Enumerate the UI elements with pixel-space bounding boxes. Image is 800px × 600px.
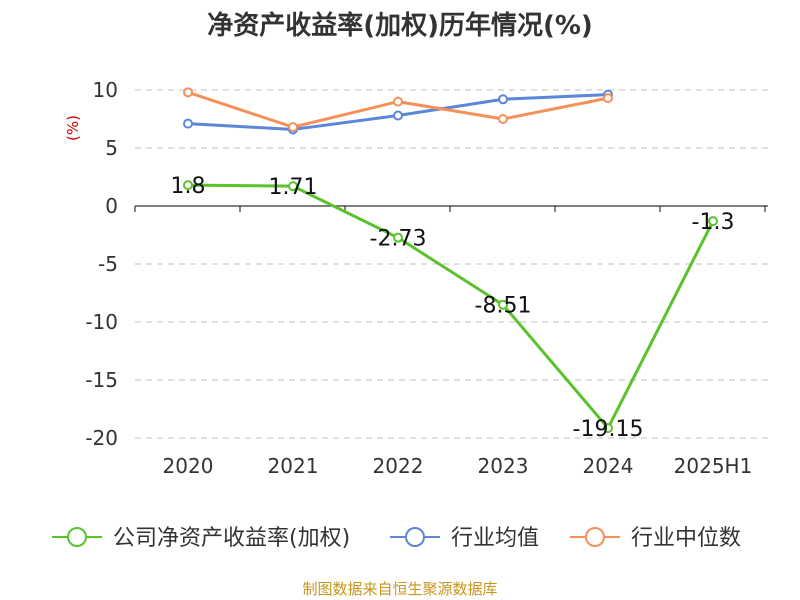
legend-marker xyxy=(67,527,87,547)
data-label: -19.15 xyxy=(573,417,644,442)
data-label: 1.71 xyxy=(269,175,318,200)
legend-label: 行业均值 xyxy=(451,526,539,551)
data-labels: 1.8 1.71 -2.73 -8.51 -19.15 -1.3 xyxy=(171,174,735,442)
x-tick-labels: 2020 2021 2022 2023 2024 2025H1 xyxy=(163,454,753,478)
x-tick-label: 2022 xyxy=(373,454,424,478)
data-point xyxy=(708,216,718,227)
data-point xyxy=(183,118,193,129)
data-point xyxy=(183,87,193,98)
data-point xyxy=(288,122,298,133)
chart-title: 净资产收益率(加权)历年情况(%) xyxy=(207,10,593,41)
y-tick-label: 5 xyxy=(105,136,118,160)
data-point xyxy=(603,93,613,104)
data-point xyxy=(498,114,508,124)
data-label: -1.3 xyxy=(692,210,735,235)
x-tick-label: 2021 xyxy=(268,454,319,478)
legend: 公司净资产收益率(加权) 行业均值 行业中位数 xyxy=(52,526,741,551)
legend-marker xyxy=(405,527,425,547)
y-tick-label: -15 xyxy=(85,368,118,392)
data-point xyxy=(288,181,298,192)
data-point xyxy=(603,423,613,434)
grid xyxy=(135,89,768,439)
x-tick-label: 2023 xyxy=(478,454,529,478)
y-tick-label: -10 xyxy=(85,310,118,334)
y-tick-label: 0 xyxy=(105,194,118,218)
data-point xyxy=(393,110,403,121)
y-tick-labels: 10 5 0 -5 -10 -15 -20 xyxy=(85,78,118,450)
y-tick-label: 10 xyxy=(93,78,118,102)
y-tick-label: -20 xyxy=(85,426,118,450)
x-tick-label: 2020 xyxy=(163,454,214,478)
legend-marker xyxy=(585,527,605,547)
y-axis-label: (%) xyxy=(64,115,82,141)
legend-label: 公司净资产收益率(加权) xyxy=(113,526,350,551)
data-label: -2.73 xyxy=(370,227,427,252)
data-label: -8.51 xyxy=(475,294,532,319)
data-point xyxy=(183,180,193,191)
x-tick-label: 2024 xyxy=(583,454,634,478)
legend-label: 行业中位数 xyxy=(631,526,741,551)
data-point xyxy=(498,94,508,105)
data-point xyxy=(498,299,508,310)
source-note: 制图数据来自恒生聚源数据库 xyxy=(302,580,497,598)
y-tick-label: -5 xyxy=(98,252,118,276)
data-label: 1.8 xyxy=(171,174,206,199)
series xyxy=(183,87,718,434)
series-line xyxy=(187,183,715,430)
data-point xyxy=(393,96,403,107)
x-tick-label: 2025H1 xyxy=(674,454,753,478)
data-point xyxy=(393,232,403,243)
axes xyxy=(134,205,768,212)
